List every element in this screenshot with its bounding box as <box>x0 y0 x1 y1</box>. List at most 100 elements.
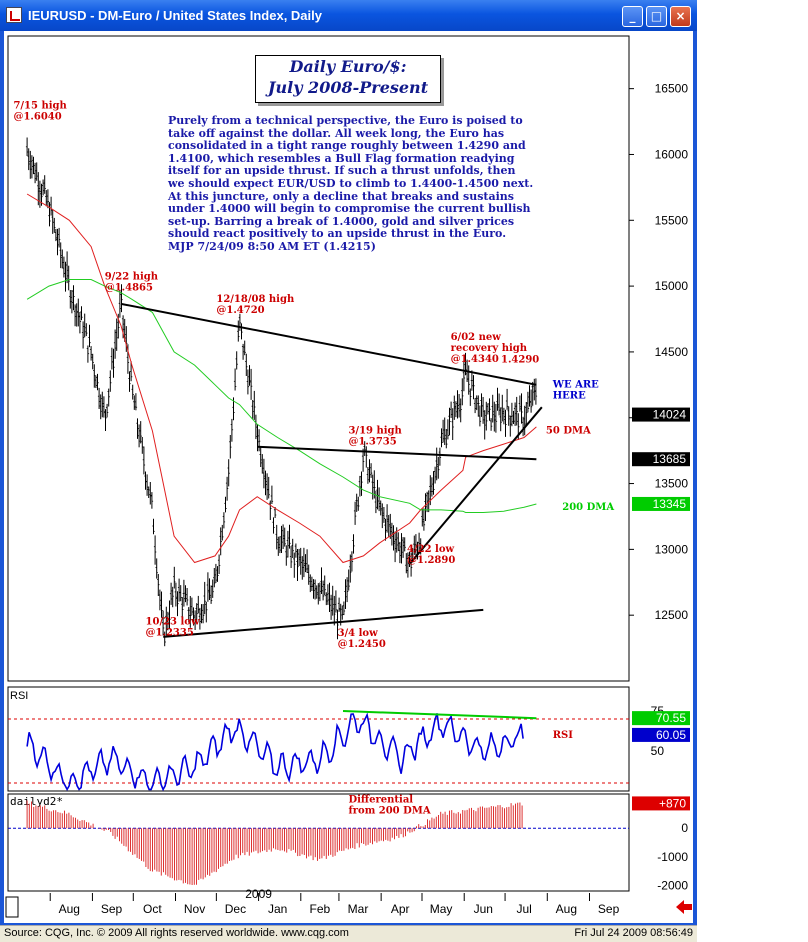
rsi-value-label: 60.05 <box>656 728 686 742</box>
dma50-line <box>26 193 537 564</box>
trendline-lower <box>163 608 484 638</box>
chart-annotation: @1.2450 <box>338 639 386 650</box>
chart-annotation: 7/15 high <box>13 100 67 111</box>
differential-value-box <box>632 796 690 811</box>
x-tick-label: Dec <box>225 902 246 916</box>
y-tick-label: 15000 <box>655 279 689 293</box>
x-tick-label: Aug <box>556 902 577 916</box>
headline-line2: July 2008-Present <box>267 78 429 97</box>
rsi-divergence-line <box>342 710 537 720</box>
chart-area[interactable]: 1250013000135001400014500150001550016000… <box>4 31 693 925</box>
headline-line1: Daily Euro/$: <box>289 57 407 76</box>
commentary-line: itself for an upside thrust. If such a t… <box>168 164 516 178</box>
commentary-text: Purely from a technical perspective, the… <box>168 114 568 254</box>
rsi-value-label: 70.55 <box>656 711 686 725</box>
trendline-rising <box>408 406 543 565</box>
x-tick-label: Sep <box>598 902 620 916</box>
chart-annotation: 4/22 low <box>407 544 454 555</box>
price-label-box <box>632 496 690 511</box>
commentary-line: 1.4100, which resembles a Bull Flag form… <box>168 151 515 165</box>
chart-annotation: @1.6040 <box>13 111 61 122</box>
chart-annotation: 50 DMA <box>546 426 591 437</box>
commentary-line: MJP 7/24/09 8:50 AM ET (1.4215) <box>168 239 376 253</box>
chart-annotation: 6/02 new <box>451 332 502 343</box>
rsi-value-box <box>632 711 690 726</box>
minimize-button[interactable]: _ <box>622 6 643 27</box>
rsi-y-tick-label: 50 <box>651 744 665 758</box>
commentary-line: consolidated in a tight range roughly be… <box>168 139 526 153</box>
chart-annotation: 3/19 high <box>348 426 402 437</box>
price-label-box <box>632 452 690 467</box>
year-label: 2009 <box>245 887 272 901</box>
chart-annotation: WE ARE <box>552 379 599 390</box>
y-tick-label: 16500 <box>655 82 689 96</box>
x-tick-label: Jun <box>474 902 493 916</box>
commentary-line: we should expect EUR/USD to climb to 1.4… <box>168 176 534 190</box>
chart-annotation: 12/18/08 high <box>216 294 295 305</box>
y-tick-label: 13500 <box>655 477 689 491</box>
scroll-thumb[interactable] <box>5 896 19 918</box>
differential-title: dailyd2* <box>10 795 63 808</box>
commentary-line: should react positively to an upside thr… <box>168 227 507 241</box>
x-tick-label: Jul <box>516 902 531 916</box>
chart-annotation: @1.4720 <box>216 305 264 316</box>
differential-annotation: Differential <box>348 795 413 806</box>
chart-headline: Daily Euro/$: July 2008-Present <box>255 55 441 103</box>
chart-annotation: 3/4 low <box>338 628 379 639</box>
chart-annotation: @1.4340 <box>451 354 499 365</box>
rsi-line <box>26 712 524 792</box>
close-button[interactable]: × <box>670 6 691 27</box>
trendline-upper <box>120 302 537 386</box>
differential-value-label: +870 <box>659 796 686 810</box>
chart-annotation: @1.4865 <box>105 283 153 294</box>
chart-annotation: 10/23 low <box>146 616 200 627</box>
x-tick-label: Oct <box>143 902 162 916</box>
x-tick-label: Feb <box>310 902 331 916</box>
differential-y-tick-label: 0 <box>681 821 688 835</box>
window-titlebar: IEURUSD - DM-Euro / United States Index,… <box>0 0 697 31</box>
chart-annotation: 1.4290 <box>501 354 539 365</box>
window-title: IEURUSD - DM-Euro / United States Index,… <box>28 8 322 23</box>
chart-annotation: @1.2335 <box>146 627 194 638</box>
x-tick-label: Nov <box>184 902 205 916</box>
chart-annotation: @1.3735 <box>348 437 396 448</box>
scroll-left-arrow-icon[interactable] <box>676 900 692 914</box>
x-tick-label: Sep <box>101 902 123 916</box>
source-text: Source: CQG, Inc. © 2009 All rights rese… <box>4 927 349 939</box>
x-tick-label: Jan <box>268 902 287 916</box>
x-tick-label: Apr <box>391 902 410 916</box>
price-label: 13345 <box>653 497 687 511</box>
rsi-title: RSI <box>10 690 28 702</box>
y-tick-label: 15500 <box>655 213 689 227</box>
price-label: 13685 <box>653 452 687 466</box>
x-tick-label: Aug <box>59 902 80 916</box>
x-tick-label: May <box>430 902 453 916</box>
trendline-mid <box>257 445 537 461</box>
app-icon <box>6 7 22 23</box>
chart-annotation: 200 DMA <box>562 502 614 513</box>
chart-annotation: recovery high <box>451 343 528 354</box>
price-label: 14024 <box>653 408 687 422</box>
differential-y-tick-label: -1000 <box>657 850 688 864</box>
commentary-line: under 1.4000 will begin to compromise th… <box>168 202 531 216</box>
status-bar: Source: CQG, Inc. © 2009 All rights rese… <box>0 925 697 942</box>
x-tick-label: Mar <box>348 902 369 916</box>
chart-annotation: HERE <box>553 390 586 401</box>
rsi-series-label: RSI <box>553 730 574 741</box>
price-label-box <box>632 407 690 422</box>
commentary-line: At this juncture, only a decline that br… <box>168 189 514 203</box>
commentary-line: take off against the dollar. All week lo… <box>168 126 505 140</box>
chart-annotation: 9/22 high <box>105 272 159 283</box>
commentary-line: Purely from a technical perspective, the… <box>168 114 523 127</box>
y-tick-label: 12500 <box>655 608 689 622</box>
y-tick-label: 13000 <box>655 542 689 556</box>
differential-annotation: from 200 DMA <box>348 806 430 817</box>
maximize-button[interactable]: □ <box>646 6 667 27</box>
y-tick-label: 16000 <box>655 147 689 161</box>
differential-panel <box>7 793 630 892</box>
commentary-line: set-up. Barring a break of 1.4000, gold … <box>168 214 515 228</box>
timestamp-text: Fri Jul 24 2009 08:56:49 <box>574 927 693 939</box>
dma200-line <box>26 279 537 513</box>
y-tick-label: 14500 <box>655 345 689 359</box>
differential-y-tick-label: -2000 <box>657 878 688 892</box>
